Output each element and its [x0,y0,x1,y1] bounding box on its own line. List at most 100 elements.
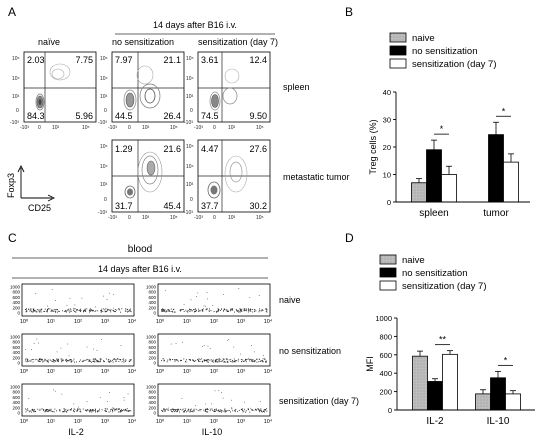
event-dot [27,409,29,411]
event-dot [230,309,232,311]
event-dot [30,360,32,362]
event-dot [232,361,234,363]
event-dot [50,410,52,412]
event-dot [46,360,48,362]
event-dot [189,411,191,413]
event-dot [215,408,217,410]
event-dot [181,309,183,311]
event-dot [216,361,218,363]
event-dot [219,411,221,413]
event-dot [218,390,220,392]
event-dot [39,408,41,410]
event-dot [172,359,173,360]
event-dot [65,310,66,312]
event-dot [88,361,90,362]
svg-text:0: 0 [213,215,216,221]
y-tick-label: 200 [12,355,20,360]
svg-text:10³: 10³ [186,182,194,188]
event-dot [240,353,241,355]
event-dot [73,410,75,412]
event-dot [64,408,66,410]
y-axis-label: MFI [365,356,375,372]
event-dot [54,408,56,410]
event-dot [124,310,126,312]
event-dot [98,360,99,362]
event-dot [198,358,200,360]
event-dot [57,359,59,361]
event-dot [32,361,34,363]
event-dot [123,410,125,412]
event-dot [71,408,72,410]
event-dot [25,358,26,360]
event-dot [165,310,167,312]
event-dot [65,411,67,412]
event-dot [104,360,106,362]
event-dot [113,311,115,312]
event-dot [250,359,252,360]
y-tick-label: 800 [148,290,156,295]
event-dot [79,408,81,410]
event-dot [190,309,192,311]
event-dot [255,310,257,312]
event-dot [124,361,126,363]
event-dot [266,309,267,311]
event-dot [112,411,114,413]
event-dot [25,360,27,362]
row-label-naive: naive [279,295,301,305]
y-tick-label: 400 [148,350,156,355]
event-dot [33,308,35,310]
event-dot [214,409,216,411]
event-dot [105,358,107,360]
event-dot [263,411,265,413]
event-dot [55,311,57,312]
event-dot [210,359,212,361]
event-dot [226,310,228,312]
event-dot [245,361,247,363]
event-dot [260,411,262,413]
svg-text:10⁴: 10⁴ [100,164,108,170]
event-dot [174,410,176,412]
event-dot [235,359,237,361]
event-dot [259,308,260,310]
event-dot [58,310,60,312]
event-dot [173,358,175,360]
event-dot [31,411,33,413]
event-dot [204,410,206,412]
event-dot [254,309,256,311]
event-dot [213,311,215,313]
event-dot [41,408,43,410]
event-dot [111,408,113,410]
event-dot [263,355,264,356]
event-dot [231,407,233,409]
event-dot [57,359,59,361]
svg-text:10⁵: 10⁵ [12,56,20,62]
event-dot [241,409,243,410]
event-dot [110,311,112,313]
x-tick-labels: -10³ 0 10³ 10⁵ [194,125,264,131]
event-dot [209,308,210,310]
event-dot [225,358,227,360]
event-dot [100,311,102,313]
bar-naive [411,182,427,203]
event-dot [173,309,175,311]
event-dot [117,408,119,410]
event-dot [92,360,94,362]
event-dot [35,293,37,294]
event-dot [67,409,69,411]
event-dot [113,307,114,309]
event-dot [182,309,184,311]
y-tick-label: 400 [12,350,20,355]
event-dot [63,310,65,312]
event-dot [66,411,68,413]
event-dot [219,310,221,311]
event-dot [172,411,174,413]
event-dot [250,407,251,409]
event-dot [260,408,262,410]
event-dot [128,360,130,362]
event-dot [26,311,28,313]
event-dot [127,310,129,312]
x-tick-label: 10³ [101,319,109,325]
event-dot [193,408,195,410]
svg-text:0: 0 [128,215,131,221]
bar-no-sensitization [427,381,443,411]
